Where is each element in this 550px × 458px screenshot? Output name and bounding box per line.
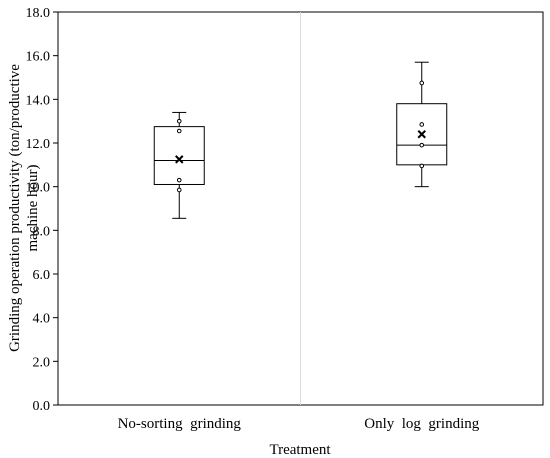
y-axis: 0.0 2.0 4.0 6.0 8.0 10.0 12.0 14.0 16.0 18.0 bbox=[26, 6, 58, 414]
y-axis-title: Grinding operation productivity (ton/pro… bbox=[7, 64, 41, 352]
y-tick-label: 6.0 bbox=[33, 268, 51, 283]
box-2 bbox=[396, 61, 448, 188]
data-point bbox=[176, 118, 182, 124]
y-tick-label: 4.0 bbox=[33, 312, 51, 327]
y-tick-label: 18.0 bbox=[26, 6, 51, 21]
data-point bbox=[419, 80, 425, 86]
x-axis-title: Treatment bbox=[269, 442, 331, 458]
iqr-box bbox=[396, 103, 448, 166]
y-tick-label: 16.0 bbox=[26, 50, 51, 65]
data-point bbox=[419, 163, 425, 169]
box-1 bbox=[153, 111, 205, 219]
data-point bbox=[176, 177, 182, 183]
y-axis-title-line-2: machine hour) bbox=[25, 164, 41, 251]
y-tick-label: 14.0 bbox=[26, 93, 51, 108]
data-point bbox=[419, 122, 425, 127]
boxes bbox=[153, 61, 448, 219]
data-point bbox=[419, 142, 425, 148]
x-axis: No-sorting grinding Only log grinding bbox=[118, 416, 480, 432]
y-tick-label: 10.0 bbox=[26, 181, 51, 196]
x-category-label: Only log grinding bbox=[364, 416, 479, 432]
data-point bbox=[176, 187, 182, 193]
iqr-box bbox=[153, 126, 205, 185]
y-tick-label: 8.0 bbox=[33, 224, 51, 239]
x-category-label: No-sorting grinding bbox=[118, 416, 242, 432]
y-tick-label: 2.0 bbox=[33, 355, 51, 370]
data-point bbox=[176, 128, 182, 134]
mean-marker bbox=[175, 155, 184, 164]
y-axis-title-line-1: Grinding operation productivity (ton/pro… bbox=[7, 64, 23, 352]
y-tick-label: 0.0 bbox=[33, 399, 51, 414]
mean-marker bbox=[417, 130, 426, 139]
y-tick-label: 12.0 bbox=[26, 137, 51, 152]
